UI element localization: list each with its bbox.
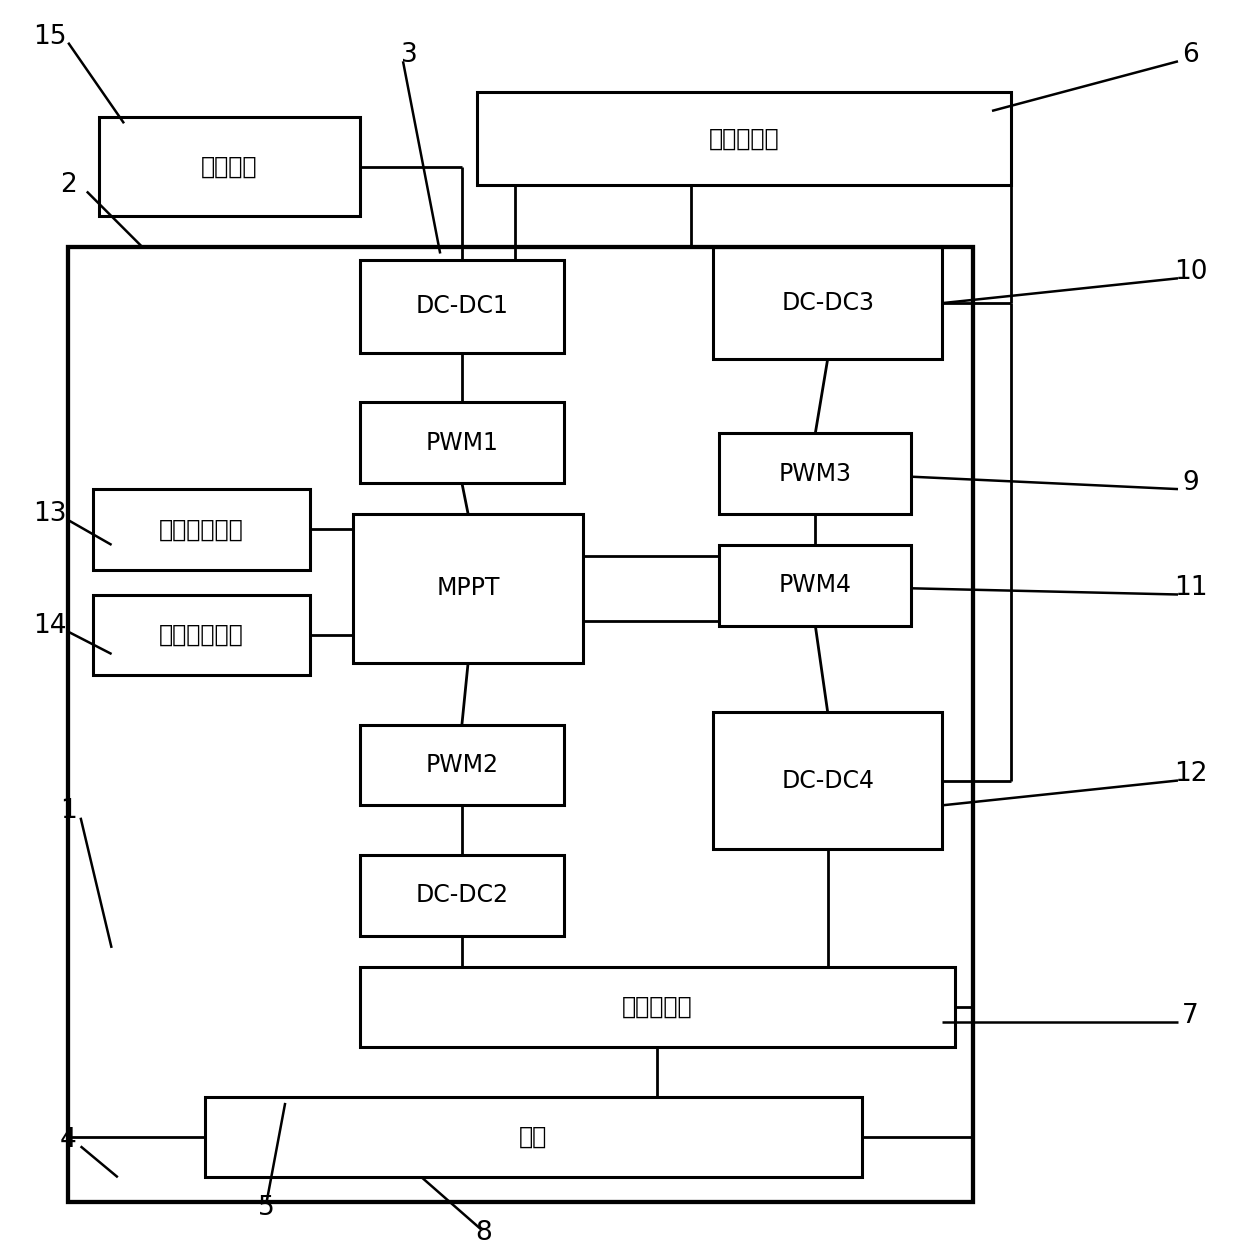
Text: MPPT: MPPT [436, 577, 500, 600]
Text: 蓄电池组二: 蓄电池组二 [622, 995, 692, 1018]
Bar [713, 248, 942, 359]
Text: DC-DC2: DC-DC2 [415, 883, 508, 907]
Text: DC-DC1: DC-DC1 [415, 294, 508, 318]
Text: 13: 13 [32, 500, 67, 527]
Text: 6: 6 [1182, 43, 1199, 68]
Bar [93, 489, 310, 569]
Text: 4: 4 [60, 1127, 77, 1153]
Text: DC-DC4: DC-DC4 [781, 768, 874, 792]
Text: 电压采集模块: 电压采集模块 [159, 623, 244, 647]
Text: PWM3: PWM3 [779, 462, 852, 485]
Bar [360, 724, 564, 806]
Text: 5: 5 [258, 1195, 275, 1221]
Text: 7: 7 [1182, 1003, 1199, 1030]
Text: 14: 14 [32, 613, 67, 638]
Text: 光伏列阵: 光伏列阵 [201, 155, 258, 179]
Bar [713, 712, 942, 848]
Text: 3: 3 [401, 43, 418, 68]
Text: 9: 9 [1182, 470, 1199, 495]
Bar [719, 433, 911, 514]
Bar [477, 93, 1011, 185]
Text: PWM1: PWM1 [425, 430, 498, 454]
Text: 15: 15 [32, 24, 67, 50]
Bar [360, 854, 564, 936]
Text: PWM2: PWM2 [425, 753, 498, 777]
Bar [360, 260, 564, 353]
Bar [205, 1097, 862, 1177]
Bar [68, 248, 973, 1202]
Bar [93, 594, 310, 676]
Text: DC-DC3: DC-DC3 [781, 291, 874, 315]
Bar [99, 118, 360, 216]
Text: 11: 11 [1173, 575, 1208, 602]
Text: 2: 2 [60, 173, 77, 199]
Text: 电流采集模块: 电流采集模块 [159, 518, 244, 542]
Bar [360, 403, 564, 483]
Text: 1: 1 [60, 798, 77, 824]
Text: 负载: 负载 [520, 1125, 547, 1148]
Text: 10: 10 [1173, 259, 1208, 285]
Bar [353, 514, 583, 663]
Text: 8: 8 [475, 1220, 492, 1246]
Bar [719, 545, 911, 626]
Text: 12: 12 [1173, 762, 1208, 787]
Text: 蓄电池组一: 蓄电池组一 [709, 126, 779, 151]
Text: PWM4: PWM4 [779, 573, 852, 597]
Bar [360, 967, 955, 1047]
